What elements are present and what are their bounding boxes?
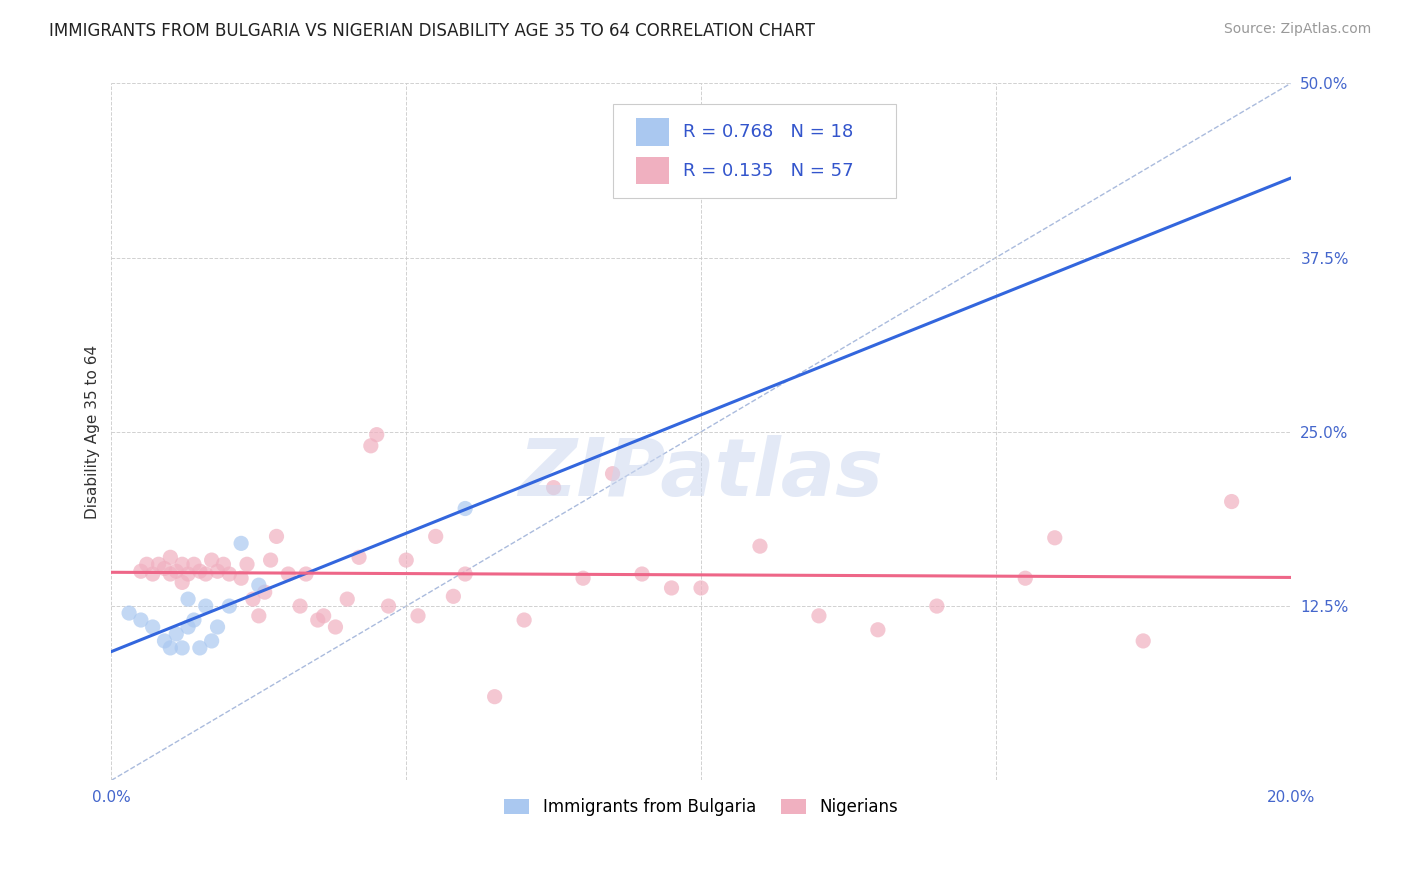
Point [153,634,176,648]
Point [177,592,200,607]
Point [148,558,170,572]
Point [118,606,141,620]
Point [406,608,429,623]
Point [172,575,194,590]
Text: IMMIGRANTS FROM BULGARIA VS NIGERIAN DISABILITY AGE 35 TO 64 CORRELATION CHART: IMMIGRANTS FROM BULGARIA VS NIGERIAN DIS… [49,22,815,40]
Point [177,620,200,634]
Point [1043,531,1066,545]
Point [194,599,217,613]
Point [288,599,311,613]
Point [188,564,211,578]
Point [325,620,347,634]
Point [572,571,595,585]
Point [142,567,165,582]
Point [336,592,359,607]
Point [159,550,181,565]
Point [172,558,194,572]
Text: R = 0.135   N = 57: R = 0.135 N = 57 [683,161,853,179]
FancyBboxPatch shape [613,104,896,198]
Point [441,590,464,604]
Point [194,567,217,582]
Point [207,620,229,634]
Point [543,481,565,495]
Point [247,578,270,592]
Y-axis label: Disability Age 35 to 64: Disability Age 35 to 64 [86,345,100,519]
Point [218,567,240,582]
Point [218,599,240,613]
Text: Source: ZipAtlas.com: Source: ZipAtlas.com [1223,22,1371,37]
FancyBboxPatch shape [636,119,669,146]
Point [129,613,152,627]
Point [153,561,176,575]
Point [347,550,370,565]
Point [513,613,536,627]
Point [266,529,288,543]
Point [661,581,683,595]
Point [866,623,889,637]
Point [1220,494,1243,508]
Point [165,564,187,578]
Point [212,558,235,572]
Point [188,640,211,655]
Point [229,571,252,585]
Point [602,467,624,481]
Point [360,439,382,453]
Point [807,608,830,623]
Point [172,640,194,655]
Point [1014,571,1036,585]
Point [454,501,477,516]
Legend: Immigrants from Bulgaria, Nigerians: Immigrants from Bulgaria, Nigerians [496,789,907,824]
Point [242,592,264,607]
Point [366,427,388,442]
Point [277,567,299,582]
Point [165,627,187,641]
Point [142,620,165,634]
Point [749,539,772,553]
Point [183,558,205,572]
Point [177,567,200,582]
FancyBboxPatch shape [636,157,669,185]
Point [201,553,224,567]
Point [395,553,418,567]
Point [312,608,335,623]
Point [925,599,948,613]
Point [377,599,399,613]
Point [236,558,259,572]
Point [454,567,477,582]
Point [135,558,157,572]
Point [207,564,229,578]
Point [253,585,276,599]
Point [425,529,447,543]
Point [295,567,318,582]
Point [229,536,252,550]
Point [247,608,270,623]
Point [1132,634,1154,648]
Point [159,640,181,655]
Point [307,613,329,627]
Text: R = 0.768   N = 18: R = 0.768 N = 18 [683,123,853,141]
Point [183,613,205,627]
Text: ZIPatlas: ZIPatlas [519,434,883,513]
Point [259,553,281,567]
Point [129,564,152,578]
Point [484,690,506,704]
Point [690,581,713,595]
Point [631,567,654,582]
Point [201,634,224,648]
Point [159,567,181,582]
